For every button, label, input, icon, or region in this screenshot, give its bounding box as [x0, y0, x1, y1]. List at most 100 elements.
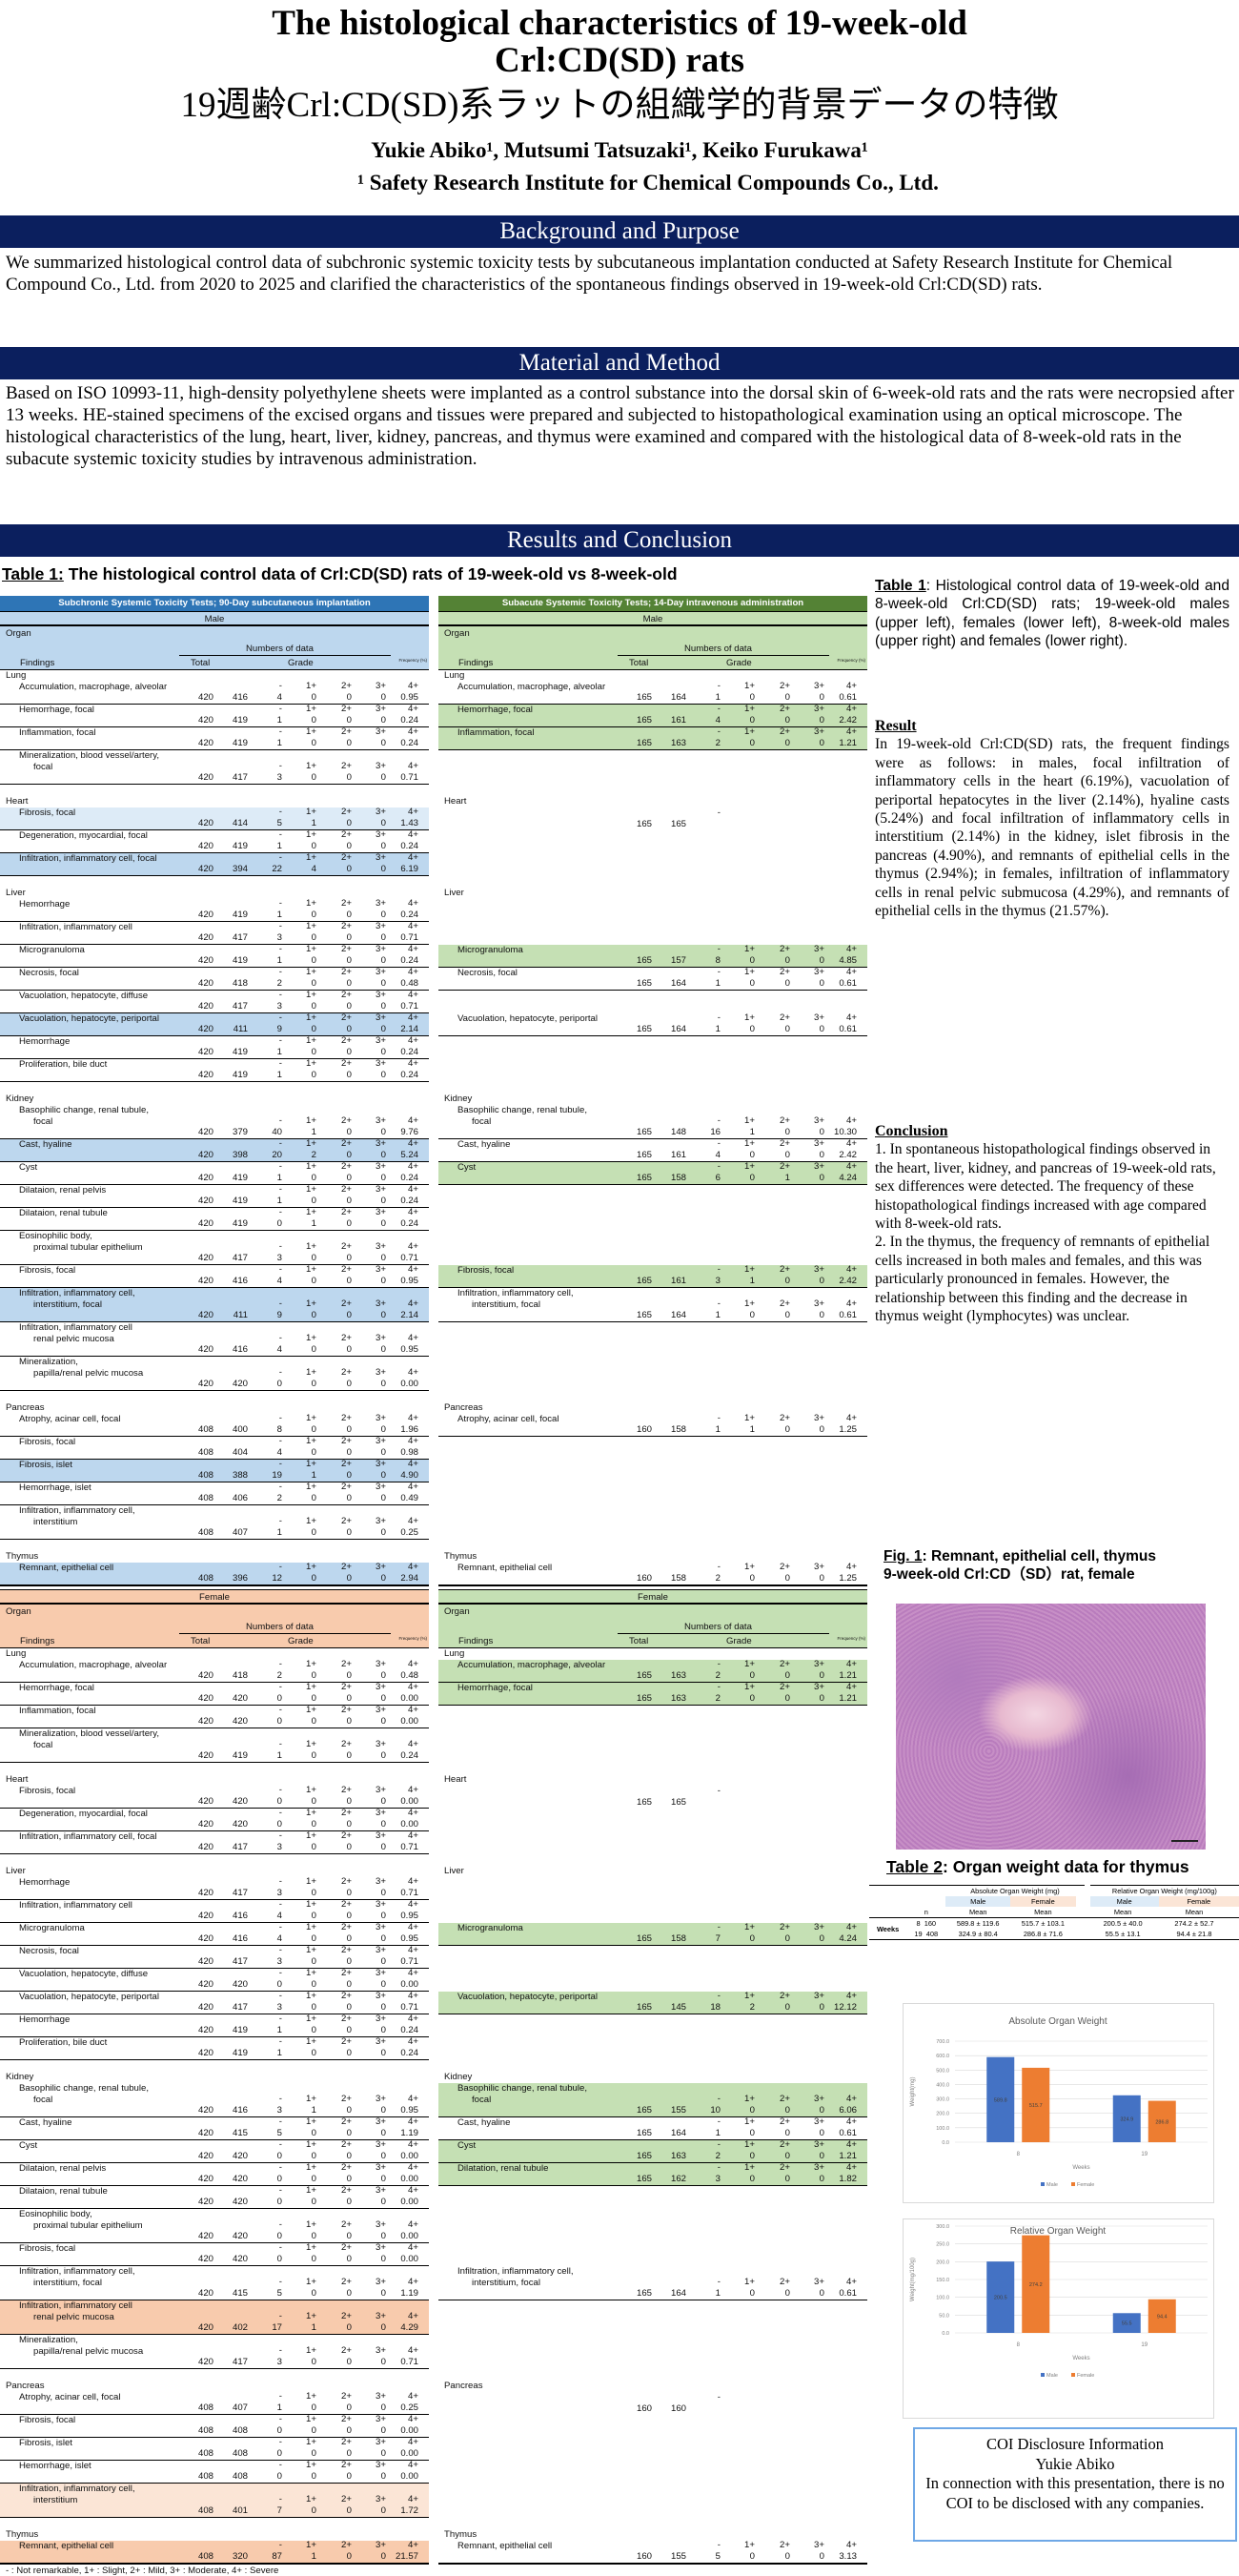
finding-counts-value: 0.00	[400, 2151, 418, 2161]
finding-counts-value: 162	[670, 2174, 686, 2184]
finding-counts-value: 0	[311, 2448, 316, 2459]
grade-labels-value: 2+	[341, 1436, 352, 1446]
grade-labels: -1+ 2+ 3+ 4+	[438, 1659, 867, 1670]
organ-gap	[0, 1763, 867, 1774]
grade-labels: -1+ 2+ 3+ 4+	[438, 2277, 867, 2288]
finding-counts-value: 0.00	[400, 2197, 418, 2207]
column-header: Total	[629, 658, 649, 668]
finding-8-week	[438, 1036, 867, 1059]
finding-counts-value: 165	[636, 2002, 652, 2013]
y-tick-label: 100.0	[936, 2296, 949, 2301]
grade-labels-value: 3+	[814, 967, 824, 977]
finding-counts-value: 398	[232, 1150, 248, 1160]
finding-19-week: Hemorrhage, focal -1+ 2+ 3+ 4+ 420 420 0 0 0 0 0.00	[0, 1682, 429, 1706]
finding-counts-value: 0.61	[839, 978, 857, 989]
finding-19-week: Proliferation, bile duct -1+ 2+ 3+ 4+ 420 419 1…	[0, 2036, 429, 2060]
organ-gap	[0, 2369, 867, 2381]
grade-labels-value: 1+	[306, 1207, 316, 1217]
grade-labels-value: 4+	[408, 2014, 418, 2024]
finding-name: Necrosis, focal	[19, 1946, 79, 1957]
column-header: Organ	[6, 628, 31, 639]
grade-labels-value: 1+	[306, 1035, 316, 1046]
finding-counts-value: 0	[380, 1424, 386, 1435]
grade-labels-value: 3+	[376, 2414, 386, 2424]
finding-counts-value: 0	[346, 841, 352, 851]
organ-label: Heart	[6, 796, 29, 807]
grade-labels: -1+ 2+ 3+ 4+	[0, 1115, 429, 1127]
grade-labels-value: 1+	[306, 2185, 316, 2196]
finding-counts-value: 145	[670, 2002, 686, 2013]
y-axis-label: Weight(mg)	[910, 2077, 916, 2107]
grade-labels-value: -	[278, 2345, 282, 2356]
finding-counts: 420 416 4 0 0 0 0.95	[0, 1911, 429, 1922]
finding-counts-value: 418	[232, 1670, 248, 1681]
finding-counts-value: 0	[749, 2288, 755, 2299]
finding-8-week: Cyst -1+ 2+ 3+ 4+ 165 158 6 0 1 0 4.24	[438, 1161, 867, 1185]
finding-counts-value: 0	[819, 2288, 824, 2299]
finding-8-week	[438, 991, 867, 1013]
finding-counts-value: 420	[197, 1218, 213, 1229]
grade-labels: -1+ 2+ 3+ 4+	[0, 1012, 429, 1024]
finding-counts-value: 0	[311, 2002, 316, 2013]
column-header: Findings	[20, 658, 55, 668]
grade-labels-value: 2+	[341, 1058, 352, 1069]
grade-labels: -1+ 2+ 3+ 4+	[0, 1184, 429, 1196]
finding-row: Basophilic change, renal tubule, focal -1+…	[0, 1105, 867, 1139]
finding-counts-value: 0	[380, 1750, 386, 1761]
grade-labels-value: -	[717, 1991, 721, 2001]
finding-counts-value: 0	[311, 1344, 316, 1355]
bar-female	[1022, 2067, 1050, 2142]
finding-counts: 165 161 4 0 0 0 2.42	[438, 1150, 867, 1161]
finding-counts-value: 0	[346, 2357, 352, 2367]
finding-counts: 165 163 2 0 0 0 1.21	[438, 738, 867, 749]
grade-labels-value: 2+	[341, 1459, 352, 1469]
finding-counts-value: 0.24	[400, 715, 418, 726]
finding-name-line: Cast, hyaline	[19, 2117, 72, 2128]
grade-labels-value: 2+	[341, 921, 352, 931]
grade-labels-value: -	[717, 1264, 721, 1275]
finding-row: Eosinophilic body, proximal tubular epith…	[0, 1231, 867, 1265]
finding-counts-value: 0	[346, 1956, 352, 1967]
finding-19-week: Microgranuloma -1+ 2+ 3+ 4+ 420 419 1 0 0 0 0.24	[0, 944, 429, 968]
y-tick-label: 150.0	[936, 2278, 949, 2283]
finding-counts-value: 408	[197, 2551, 213, 2562]
finding-counts-value: 0	[346, 1716, 352, 1727]
grade-labels-value: 2+	[341, 1682, 352, 1692]
grade-labels-value: 3+	[814, 944, 824, 954]
finding-counts-value: 0	[311, 1447, 316, 1458]
finding-counts-value: 0	[346, 2025, 352, 2035]
grade-labels-value: 1+	[306, 1241, 316, 1252]
grade-labels-value: -	[278, 1739, 282, 1749]
finding-counts-value: 417	[232, 2357, 248, 2367]
finding-counts-value: 4.24	[839, 1173, 857, 1183]
grade-labels-value: 4+	[408, 2494, 418, 2504]
grade-labels-value: -	[278, 2391, 282, 2402]
grade-labels-value: -	[717, 1138, 721, 1149]
grade-labels-value: 3+	[376, 1115, 386, 1126]
grade-labels: -1+ 2+ 3+ 4+	[0, 1562, 429, 1573]
grade-labels: -1+ 2+ 3+ 4+	[0, 2116, 429, 2128]
grade-labels-value: 2+	[341, 1659, 352, 1669]
table1-left-header: Female Organ Numbers of data Findings Total G…	[0, 1589, 429, 1648]
finding-19-week: Cyst -1+ 2+ 3+ 4+ 420 420 0 0 0 0 0.00	[0, 2139, 429, 2163]
finding-19-week: Hemorrhage, islet -1+ 2+ 3+ 4+ 408 406 2 0 0 0 0.49	[0, 1482, 429, 1505]
finding-name-line: Vacuolation, hepatocyte, diffuse	[19, 991, 149, 1001]
finding-name: Microgranuloma	[457, 945, 523, 956]
grade-labels-value: -	[278, 681, 282, 691]
x-axis-label: Weeks	[1072, 2356, 1089, 2361]
grade-labels-value: 2+	[341, 2094, 352, 2104]
column-header: Numbers of data	[684, 644, 752, 654]
finding-counts-value: 0	[380, 1933, 386, 1944]
finding-counts-value: 1	[276, 1750, 282, 1761]
grade-labels-value: 1+	[306, 1413, 316, 1423]
organ-label: Thymus	[6, 1551, 39, 1562]
finding-counts-value: 0	[276, 1796, 282, 1807]
grade-labels-value: 1+	[744, 1161, 755, 1172]
grade-labels-value: 3+	[376, 967, 386, 977]
finding-counts-value: 0	[311, 1173, 316, 1183]
grade-labels-value: 4+	[846, 704, 857, 714]
finding-counts-value: 0.00	[400, 2174, 418, 2184]
finding-counts-value: 0	[311, 692, 316, 703]
finding-name-line: Necrosis, focal	[457, 968, 518, 978]
grade-labels-value: 1+	[306, 1808, 316, 1818]
